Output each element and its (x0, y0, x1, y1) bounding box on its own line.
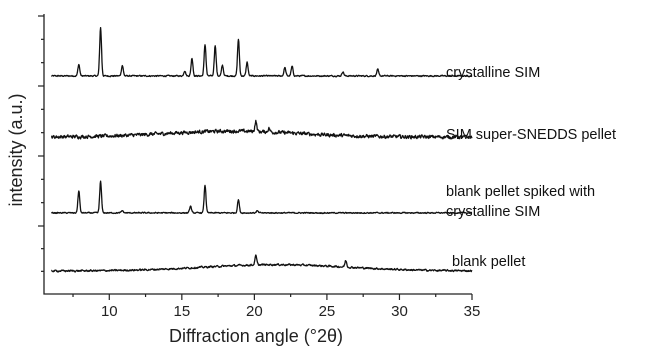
series-line (50, 254, 473, 273)
x-tick-label: 20 (246, 303, 263, 320)
axes: 10 15 20 25 30 35 (38, 14, 480, 320)
x-axis-title: Diffraction angle (°2θ) (169, 326, 343, 346)
x-tick-label: 25 (319, 303, 336, 320)
axis-frame (43, 14, 472, 295)
series-line (50, 26, 473, 78)
x-tick-label: 10 (101, 303, 118, 320)
series-traces (50, 26, 473, 273)
x-tick-label: 15 (173, 303, 190, 320)
series-labels: crystalline SIM SIM super-SNEDDS pellet bl… (446, 65, 616, 270)
series-label: blank pellet spiked with crystalline SIM (446, 184, 595, 220)
series-label: crystalline SIM (446, 65, 540, 81)
x-tick-label: 30 (391, 303, 408, 320)
y-axis-title: intensity (a.u.) (6, 93, 26, 206)
series-line (50, 180, 473, 215)
x-tick-label: 35 (464, 303, 481, 320)
series-line (50, 119, 473, 140)
series-label: SIM super-SNEDDS pellet (446, 127, 616, 143)
series-label: blank pellet (452, 254, 525, 270)
